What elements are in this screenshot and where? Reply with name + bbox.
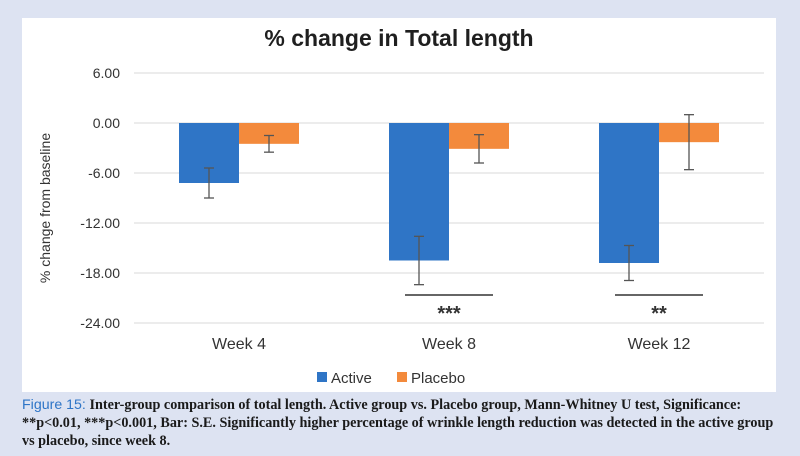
y-tick-label: -24.00 <box>80 315 120 331</box>
y-tick-label: 6.00 <box>93 65 120 81</box>
legend-swatch-active <box>317 372 327 382</box>
significance-marker: ** <box>651 303 667 325</box>
bar-active-week-12 <box>599 123 659 263</box>
caption-label: Figure 15: <box>22 397 86 413</box>
x-tick-label: Week 8 <box>422 336 476 353</box>
legend-swatch-placebo <box>397 372 407 382</box>
y-tick-label: -18.00 <box>80 265 120 281</box>
significance-marker: *** <box>437 303 461 325</box>
figure-caption: Figure 15: Inter-group comparison of tot… <box>22 396 784 450</box>
x-tick-label: Week 12 <box>628 336 691 353</box>
chart-title: % change in Total length <box>264 25 533 51</box>
legend-label-active: Active <box>331 370 372 387</box>
y-axis-label: % change from baseline <box>37 133 53 283</box>
chart-panel: % change in Total length 6.00 0.00 -6.00 -12… <box>22 18 776 392</box>
y-tick-label: 0.00 <box>93 115 120 131</box>
caption-text: Inter-group comparison of total length. … <box>22 397 774 449</box>
x-tick-label: Week 4 <box>212 336 266 353</box>
y-tick-label: -12.00 <box>80 215 120 231</box>
chart-canvas: % change in Total length 6.00 0.00 -6.00 -12… <box>37 25 764 387</box>
y-tick-label: -6.00 <box>88 165 120 181</box>
legend-label-placebo: Placebo <box>411 370 465 387</box>
bar-placebo-week-4 <box>239 123 299 144</box>
